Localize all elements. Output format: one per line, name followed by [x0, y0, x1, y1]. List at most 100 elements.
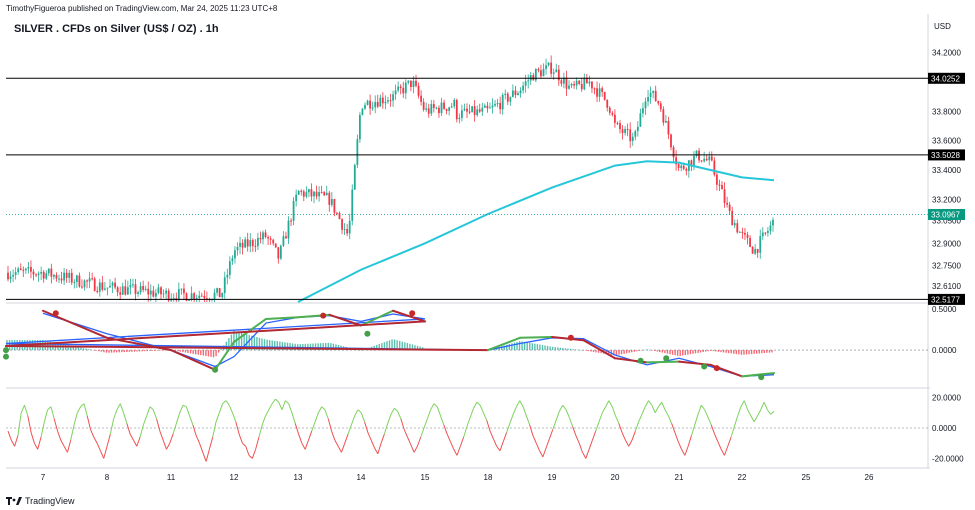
- candle: [608, 107, 611, 113]
- oscillator-segment: [93, 436, 98, 444]
- candle: [575, 80, 578, 86]
- macd-histogram-bar: [108, 350, 110, 353]
- oscillator-segment: [502, 432, 508, 442]
- candle: [693, 155, 695, 166]
- tradingview-brand[interactable]: TradingView: [6, 496, 75, 506]
- candle: [445, 108, 448, 111]
- oscillator-segment: [344, 433, 349, 444]
- oscillator-segment: [314, 412, 319, 423]
- oscillator-segment: [704, 409, 709, 418]
- oscillator-segment: [621, 432, 626, 441]
- candle: [356, 139, 359, 165]
- candle: [320, 192, 323, 194]
- macd-histogram-bar: [322, 343, 324, 351]
- candle: [165, 290, 167, 294]
- candle: [583, 77, 586, 90]
- candle: [598, 88, 601, 97]
- candle: [626, 129, 629, 131]
- oscillator-segment: [558, 404, 564, 412]
- candle: [425, 108, 428, 110]
- candle: [37, 273, 40, 275]
- oscillator-segment: [126, 423, 131, 435]
- candle: [213, 292, 216, 300]
- oscillator-segment: [37, 436, 42, 450]
- oscillator-segment: [235, 421, 240, 435]
- macd-histogram-bar: [93, 350, 95, 351]
- macd-histogram-bar: [70, 345, 72, 351]
- candle: [483, 105, 486, 108]
- candle: [471, 106, 473, 112]
- macd-histogram-bar: [77, 347, 80, 351]
- tradingview-logo-icon: [6, 497, 22, 505]
- oscillator-segment: [265, 409, 270, 417]
- oscillator-segment: [232, 412, 237, 423]
- oscillator-segment: [446, 433, 451, 442]
- macd-histogram-bar: [720, 350, 722, 353]
- candle: [733, 223, 736, 226]
- macd-line-segment: [646, 360, 680, 364]
- macd-histogram-bar: [557, 347, 559, 351]
- oscillator-segment: [753, 415, 758, 423]
- macd-histogram-bar: [200, 350, 202, 356]
- macd-histogram-bar: [263, 339, 266, 351]
- oscillator-segment: [724, 446, 729, 456]
- macd-histogram-bar: [72, 346, 74, 351]
- oscillator-segment: [192, 424, 197, 436]
- candle: [290, 220, 292, 222]
- candle: [142, 286, 145, 290]
- candle: [369, 100, 371, 109]
- oscillator-segment: [638, 414, 643, 423]
- macd-histogram-bar: [256, 337, 258, 351]
- candle: [461, 110, 463, 118]
- candle: [47, 268, 50, 274]
- candle: [109, 285, 111, 288]
- currency-label[interactable]: USD: [934, 22, 951, 31]
- macd-histogram-bar: [549, 346, 551, 351]
- macd-histogram-bar: [207, 350, 210, 357]
- candle: [45, 273, 48, 279]
- oscillator-segment: [585, 449, 590, 459]
- macd-histogram-bar: [671, 350, 674, 355]
- macd-histogram-bar: [314, 343, 317, 351]
- macd-histogram-bar: [325, 342, 327, 351]
- oscillator-segment: [50, 406, 55, 420]
- price-tick-label: 33.4000: [932, 166, 961, 175]
- macd-histogram-bar: [541, 345, 544, 351]
- macd-histogram-bar: [391, 339, 393, 351]
- level-price-tag: [928, 149, 965, 161]
- macd-histogram-bar: [381, 343, 383, 351]
- candle: [552, 72, 555, 74]
- macd-histogram-bar: [110, 350, 113, 353]
- price-candles: [7, 55, 774, 302]
- macd-histogram-bar: [393, 339, 396, 351]
- macd-histogram-bar: [105, 350, 108, 353]
- oscillator-segment: [27, 415, 32, 433]
- candle: [78, 275, 81, 287]
- oscillator-segment: [43, 409, 49, 423]
- macd-histogram-bar: [745, 350, 748, 355]
- oscillator-segment: [588, 439, 593, 450]
- time-tick-label: 20: [611, 473, 620, 482]
- time-tick-label: 22: [738, 473, 747, 482]
- oscillator-segment: [634, 421, 640, 432]
- macd-histogram-bar: [735, 350, 737, 355]
- macd-histogram-bar: [620, 350, 623, 355]
- oscillator-segment: [770, 410, 775, 415]
- time-tick-label: 18: [484, 473, 493, 482]
- candle: [399, 86, 402, 88]
- oscillator-segment: [377, 443, 382, 454]
- oscillator-segment: [525, 415, 531, 426]
- macd-histogram-bar: [572, 349, 574, 351]
- candle: [455, 100, 458, 120]
- candle: [30, 267, 32, 272]
- candle: [50, 268, 53, 277]
- candle: [155, 292, 157, 297]
- oscillator-segment: [522, 406, 527, 417]
- oscillator-segment: [466, 417, 471, 427]
- oscillator-segment: [218, 403, 224, 413]
- oscillator-segment: [496, 445, 501, 452]
- macd-histogram-bar: [87, 349, 90, 351]
- macd-histogram-bar: [399, 340, 401, 351]
- candle: [458, 117, 461, 120]
